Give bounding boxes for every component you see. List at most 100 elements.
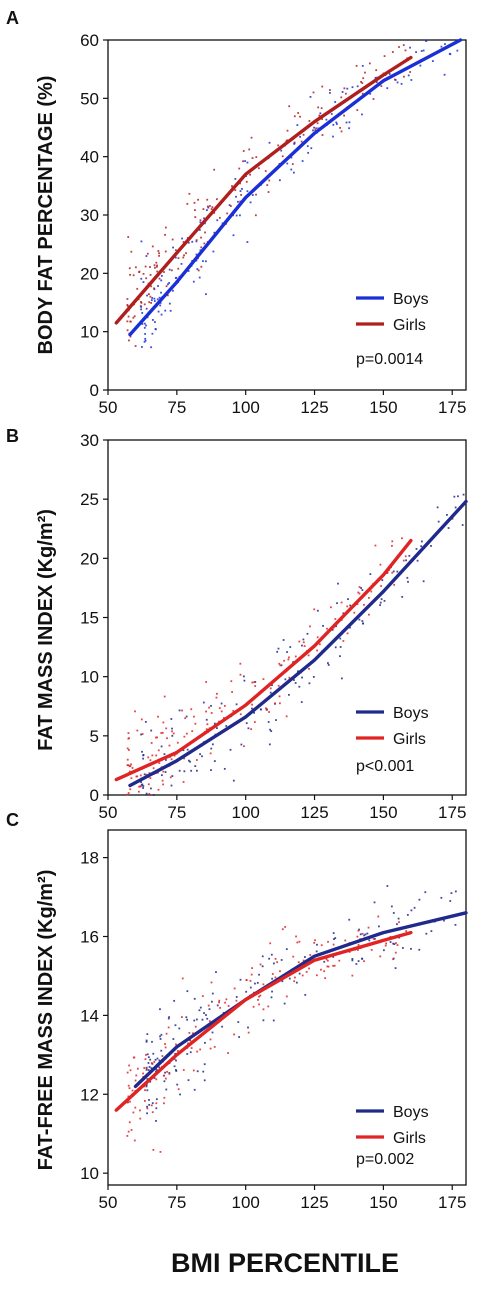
- panel-b-scatter-point: [415, 548, 418, 550]
- panel-a-scatter-point: [402, 44, 405, 46]
- panel-c-scatter-point: [145, 1054, 147, 1056]
- panel-a-scatter-point: [153, 264, 156, 267]
- panel-c-scatter-point: [235, 996, 238, 998]
- panel-b-scatter-point: [139, 785, 142, 788]
- panel-a-scatter-point: [292, 171, 295, 174]
- panel-b-scatter-point: [127, 737, 130, 740]
- panel-b-scatter-point: [152, 767, 155, 770]
- panel-b-scatter-point: [288, 656, 290, 659]
- panel-a-scatter-point: [149, 295, 152, 298]
- panel-c-scatter-point: [271, 990, 273, 993]
- panel-c-scatter-point: [145, 1067, 148, 1070]
- panel-b-scatter-point: [139, 774, 142, 777]
- panel-c-scatter-point: [150, 1067, 153, 1070]
- panel-a-scatter-point: [170, 269, 173, 272]
- panel-a-scatter-point: [127, 315, 130, 318]
- panel-c-scatter-point: [213, 1046, 216, 1048]
- panel-a-scatter-point: [154, 321, 156, 323]
- panel-b-scatter-point: [150, 729, 153, 732]
- panel-b-scatter-point: [161, 731, 164, 734]
- panel-c-scatter-point: [127, 1084, 130, 1087]
- panel-b-scatter-point: [316, 609, 319, 612]
- panel-c-scatter-point: [127, 1101, 130, 1104]
- panel-b-scatter-point: [386, 572, 388, 575]
- panel-b-scatter-point: [162, 783, 165, 786]
- panel-c-scatter-point: [192, 1069, 195, 1072]
- panel-c-scatter-point: [250, 973, 253, 976]
- panel-a-scatter-point: [213, 168, 216, 171]
- panel-c-scatter-point: [196, 1050, 199, 1053]
- panel-a-scatter-point: [239, 200, 242, 203]
- panel-a-scatter-point: [152, 319, 154, 321]
- panel-a-scatter-point: [249, 173, 251, 176]
- panel-a-scatter-point: [407, 74, 410, 77]
- panel-c-boys-fit-line: [133, 911, 468, 1089]
- panel-c-scatter-point: [333, 938, 335, 940]
- panel-a-scatter-point: [316, 122, 319, 125]
- panel-c-scatter-point: [155, 1078, 158, 1081]
- panel-c-scatter-point: [208, 1008, 211, 1011]
- panel-b-scatter-point: [306, 632, 309, 635]
- panel-a-scatter-point: [165, 285, 168, 288]
- panel-a-scatter-point: [266, 184, 269, 186]
- panel-b-scatter-point: [340, 601, 343, 604]
- panel-c-scatter-point: [129, 1100, 131, 1103]
- panel-b-scatter-point: [269, 687, 272, 690]
- panel-c-scatter-point: [203, 1063, 206, 1066]
- panel-a-scatter-point: [356, 109, 359, 111]
- panel-a-scatter-point: [409, 71, 412, 73]
- panel-a-scatter-point: [332, 135, 334, 138]
- panel-a-scatter-point: [340, 130, 343, 133]
- panel-a-scatter-point: [348, 121, 351, 124]
- panel-c-scatter-point: [378, 925, 380, 928]
- panel-b-scatter-point: [406, 576, 409, 579]
- panel-a-scatter-point: [317, 106, 320, 109]
- panel-b-scatter-point: [205, 681, 208, 683]
- panel-b-scatter-point: [277, 684, 280, 687]
- panel-b-scatter-point: [300, 701, 303, 703]
- panel-a-scatter-point: [341, 91, 344, 93]
- panel-b-scatter-point: [211, 743, 214, 746]
- panel-b-scatter-point: [298, 640, 301, 643]
- panel-b-scatter-point: [148, 792, 151, 795]
- panel-a-scatter-point: [328, 91, 331, 94]
- panel-b-scatter-point: [188, 759, 190, 762]
- panel-b-scatter-point: [220, 702, 223, 705]
- panel-a-scatter-point: [145, 324, 147, 327]
- panel-a-scatter-point: [313, 126, 315, 129]
- panel-b-scatter-point: [184, 717, 187, 720]
- panel-c-scatter-point: [206, 1017, 209, 1020]
- panel-b-scatter-point: [267, 721, 270, 723]
- panel-c-scatter-point: [199, 1048, 202, 1051]
- panel-c-scatter-point: [177, 1050, 179, 1052]
- panel-c-scatter-point: [144, 1100, 146, 1102]
- panel-c-scatter-point: [144, 1089, 146, 1092]
- panel-a-scatter-point: [321, 118, 323, 120]
- panel-a-scatter-point: [212, 250, 215, 253]
- panel-c-x-tick-label: 75: [167, 1193, 186, 1212]
- panel-a-scatter-point: [198, 276, 201, 279]
- panel-a-x-tick-label: 50: [99, 398, 118, 417]
- panel-c-scatter-point: [148, 1065, 151, 1068]
- panel-a-scatter-point: [141, 323, 144, 325]
- panel-c-scatter-point: [302, 959, 305, 962]
- panel-a-y-tick-label: 60: [80, 31, 99, 50]
- panel-b-scatter-point: [164, 771, 167, 773]
- panel-a-scatter-point: [129, 273, 131, 276]
- panel-a-scatter-point: [205, 260, 207, 263]
- panel-b-scatter-point: [254, 685, 257, 687]
- panel-a-scatter-point: [255, 193, 257, 196]
- panel-b-scatter-point: [128, 770, 131, 773]
- panel-c-scatter-point: [195, 1018, 198, 1021]
- panel-b-scatter-point: [327, 664, 330, 666]
- panel-c-y-tick-label: 14: [80, 1006, 99, 1025]
- panel-b-scatter-point: [171, 727, 173, 730]
- panel-a-scatter-point: [158, 254, 160, 257]
- panel-a-scatter-point: [145, 255, 148, 257]
- panel-a-scatter-point: [318, 114, 321, 117]
- panel-a-scatter-point: [396, 81, 399, 84]
- panel-b-scatter-point: [141, 750, 143, 753]
- panel-b-scatter-point: [379, 604, 381, 607]
- panel-c-scatter-point: [305, 970, 308, 973]
- panel-a-x-tick-label: 150: [369, 398, 397, 417]
